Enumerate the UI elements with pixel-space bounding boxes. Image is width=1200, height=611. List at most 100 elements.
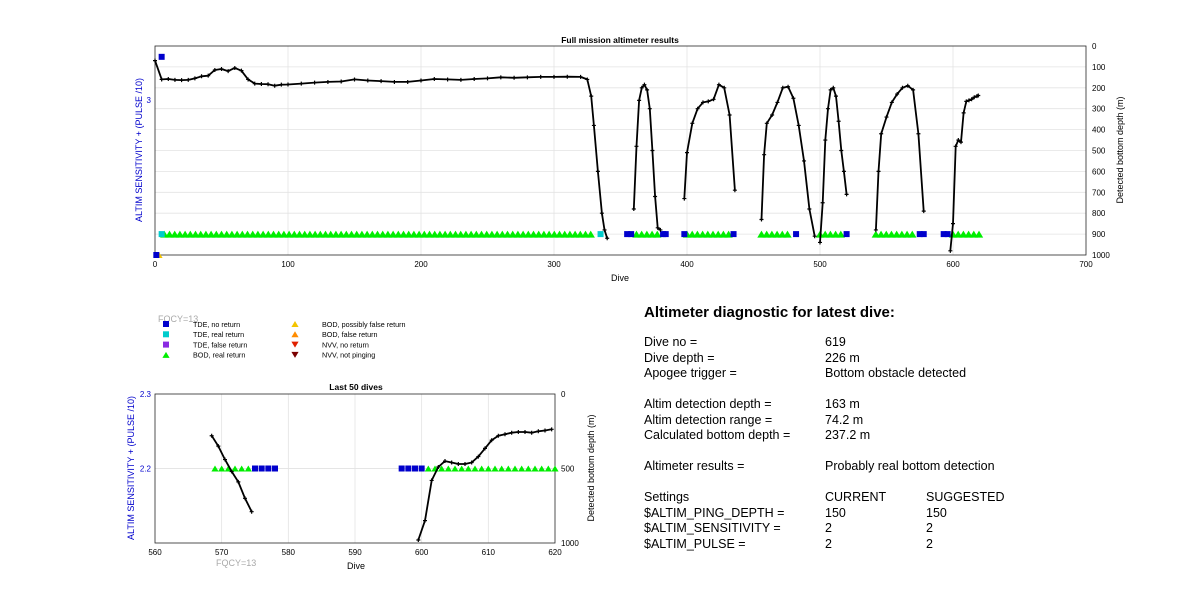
depth-point: [732, 188, 737, 193]
calc-depth-row: Calculated bottom depth = 237.2 m: [644, 428, 1064, 444]
depth-point: [352, 77, 357, 82]
depth-point: [905, 83, 910, 88]
bod-real-return-marker: [836, 230, 845, 238]
depth-point: [948, 248, 953, 253]
right-y-tick-label: 0: [561, 390, 566, 399]
x-tick-labels: 560 570 580 590 600 610 620: [148, 548, 562, 557]
depth-point: [602, 227, 607, 232]
x-axis-label: Dive: [611, 273, 629, 283]
chart-title: Last 50 dives: [329, 382, 383, 392]
right-y-tick-label: 900: [1092, 230, 1106, 239]
depth-point: [392, 79, 397, 84]
pulse-suggested: 2: [926, 536, 933, 551]
tde-no-return-marker: [158, 53, 165, 60]
depth-point: [764, 121, 769, 126]
right-y-tick-label: 1000: [561, 539, 579, 548]
depth-point: [958, 140, 963, 145]
depth-point: [279, 82, 284, 87]
x-tick-label: 610: [482, 548, 496, 557]
depth-point: [166, 77, 171, 82]
right-y-tick-label: 600: [1092, 167, 1106, 176]
tde-no-return-marker: [258, 465, 265, 472]
depth-point: [365, 78, 370, 83]
det-range-row: Altim detection range = 74.2 m: [644, 413, 1064, 429]
right-y-tick-label: 200: [1092, 84, 1106, 93]
tde-no-return-marker: [398, 465, 405, 472]
depth-point: [839, 148, 844, 153]
tde-no-return-marker: [153, 252, 160, 258]
x-tick-label: 590: [348, 548, 362, 557]
dive-no-label: Dive no =: [644, 335, 698, 349]
depth-point: [653, 194, 658, 199]
depth-point: [483, 446, 487, 451]
depth-point: [956, 138, 961, 143]
depth-point: [889, 100, 894, 105]
depth-point: [802, 158, 807, 163]
sensitivity-row: $ALTIM_SENSITIVITY = 2 2: [644, 521, 1064, 537]
dive-no-value: 619: [825, 335, 846, 349]
depth-point: [186, 77, 191, 82]
depth-line: [875, 84, 925, 230]
depth-point: [339, 79, 344, 84]
dive-depth-label: Dive depth =: [644, 350, 715, 365]
bod-real-return-marker: [504, 465, 512, 472]
y2-axis-label: Detected bottom depth (m): [1115, 96, 1125, 203]
tde-no-return-marker: [628, 231, 635, 238]
depth-point: [443, 459, 447, 464]
det-depth-label: Altim detection depth =: [644, 397, 772, 411]
depth-point: [727, 112, 732, 117]
depth-point: [844, 192, 849, 197]
apogee-label: Apogee trigger =: [644, 366, 737, 380]
x-tick-label: 700: [1079, 260, 1093, 269]
depth-point: [825, 106, 830, 111]
tde-no-return-marker: [252, 465, 258, 472]
x-tick-label: 600: [946, 260, 960, 269]
tde-no-return-marker: [418, 465, 425, 472]
depth-point: [953, 144, 958, 149]
depth-point: [775, 100, 780, 105]
depth-line: [210, 435, 253, 513]
depth-point: [226, 69, 231, 74]
depth-point: [179, 78, 184, 83]
x-tick-label: 620: [548, 548, 562, 557]
markers: [211, 465, 559, 472]
depth-line: [417, 428, 552, 541]
depth-point: [682, 196, 687, 201]
left-y-tick-labels: 2.3 2.2: [140, 390, 152, 474]
depth-point: [911, 87, 916, 92]
legend-label: TDE, real return: [193, 330, 244, 339]
depth-point: [463, 462, 467, 467]
depth-point: [538, 74, 543, 79]
depth-point: [700, 100, 705, 105]
depth-point: [969, 97, 974, 102]
depth-line: [949, 94, 979, 251]
depth-point: [585, 77, 590, 82]
bod-real-return-marker: [484, 465, 492, 472]
depth-lines: [209, 427, 554, 543]
bod-real-return-marker: [438, 465, 446, 472]
depth-point: [873, 227, 878, 232]
right-y-tick-label: 1000: [1092, 251, 1110, 260]
depth-point: [722, 85, 727, 90]
bod-real-return-marker: [518, 465, 526, 472]
markers: [153, 53, 984, 258]
calc-depth-label: Calculated bottom depth =: [644, 428, 791, 442]
depth-point: [964, 99, 969, 104]
suggested-header: SUGGESTED: [926, 490, 1005, 504]
right-y-tick-labels: 0 500 1000: [561, 390, 579, 548]
depth-point: [172, 77, 177, 82]
bod-real-return-marker: [908, 230, 917, 238]
det-range-value: 74.2 m: [825, 412, 864, 427]
left-y-tick-label: 3: [147, 96, 152, 105]
tde-no-return-marker: [940, 231, 947, 238]
bod-real-return-marker: [531, 465, 539, 472]
pulse-current: 2: [825, 536, 832, 551]
depth-point: [879, 131, 884, 136]
depth-point: [436, 465, 441, 470]
right-y-tick-label: 400: [1092, 126, 1106, 135]
tde-real-return-marker: [163, 331, 169, 338]
depth-point: [759, 217, 764, 222]
right-y-tick-label: 100: [1092, 63, 1106, 72]
bod-real-return-marker: [218, 465, 226, 472]
x-tick-label: 100: [281, 260, 295, 269]
